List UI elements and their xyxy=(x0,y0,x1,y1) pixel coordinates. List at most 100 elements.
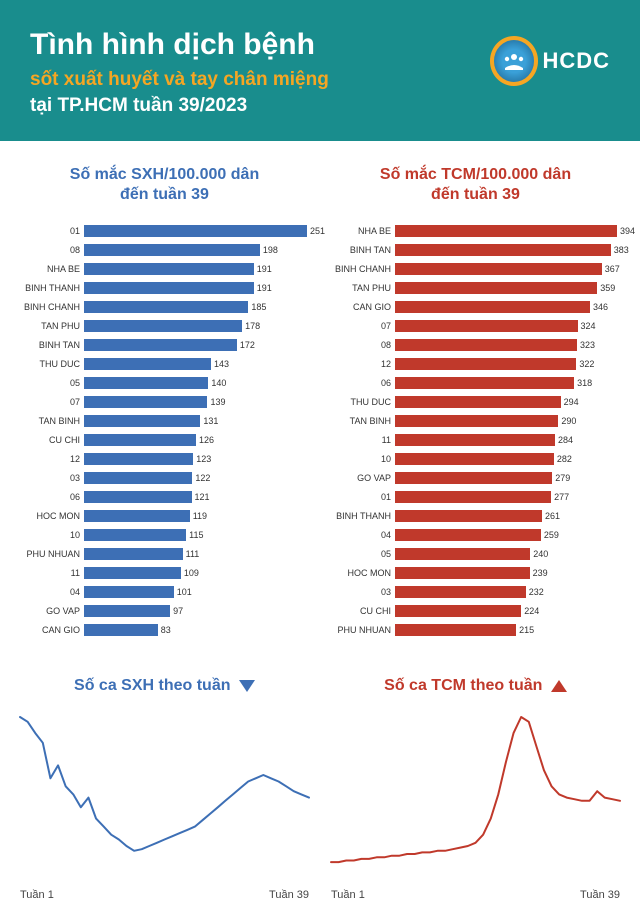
bar-fill: 251 xyxy=(84,225,307,237)
bar-track: 240 xyxy=(395,548,626,560)
logo: HCDC xyxy=(490,28,610,94)
bar-fill: 323 xyxy=(395,339,577,351)
bar-track: 290 xyxy=(395,415,626,427)
bar-value: 101 xyxy=(174,587,192,597)
x-end-left: Tuần 39 xyxy=(269,889,309,901)
bar-row: PHU NHUAN215 xyxy=(325,622,626,639)
bar-fill: 346 xyxy=(395,301,590,313)
bar-value: 191 xyxy=(254,264,272,274)
bar-fill: 318 xyxy=(395,377,574,389)
bar-fill: 282 xyxy=(395,453,554,465)
bar-label: BINH THANH xyxy=(325,511,395,521)
bar-row: CAN GIO83 xyxy=(14,622,315,639)
bar-track: 251 xyxy=(84,225,315,237)
bar-label: 06 xyxy=(14,492,84,502)
bar-label: BINH TAN xyxy=(14,340,84,350)
bar-label: CU CHI xyxy=(14,435,84,445)
bar-value: 126 xyxy=(196,435,214,445)
bar-col-left: Số mắc SXH/100.000 dânđến tuần 39 012510… xyxy=(14,165,315,641)
bar-label: 05 xyxy=(325,549,395,559)
bar-fill: 284 xyxy=(395,434,555,446)
trend-down-icon xyxy=(239,680,255,692)
bar-fill: 172 xyxy=(84,339,237,351)
bar-row: BINH TAN383 xyxy=(325,242,626,259)
bar-label: BINH CHANH xyxy=(325,264,395,274)
bar-row: HOC MON239 xyxy=(325,565,626,582)
bar-fill: 279 xyxy=(395,472,552,484)
bar-row: THU DUC 294 xyxy=(325,394,626,411)
bar-track: 198 xyxy=(84,244,315,256)
bar-value: 294 xyxy=(561,397,579,407)
bar-fill: 185 xyxy=(84,301,248,313)
bar-track: 123 xyxy=(84,453,315,465)
bar-row: TAN BINH290 xyxy=(325,413,626,430)
bar-label: 03 xyxy=(325,587,395,597)
bar-label: PHU NHUAN xyxy=(325,625,395,635)
bar-value: 322 xyxy=(576,359,594,369)
bar-label: PHU NHUAN xyxy=(14,549,84,559)
bar-fill: 139 xyxy=(84,396,207,408)
bar-fill: 123 xyxy=(84,453,193,465)
bar-row: NHA BE191 xyxy=(14,261,315,278)
bar-track: 224 xyxy=(395,605,626,617)
bar-track: 178 xyxy=(84,320,315,332)
bar-value: 97 xyxy=(170,606,183,616)
bar-label: 05 xyxy=(14,378,84,388)
bar-value: 131 xyxy=(200,416,218,426)
bar-track: 323 xyxy=(395,339,626,351)
bar-value: 121 xyxy=(192,492,210,502)
bar-col-right: Số mắc TCM/100.000 dânđến tuần 39 NHA BE… xyxy=(325,165,626,641)
bar-value: 282 xyxy=(554,454,572,464)
line-chart-right xyxy=(325,711,626,881)
bar-row: 10115 xyxy=(14,527,315,544)
bar-row: 06 121 xyxy=(14,489,315,506)
bar-value: 240 xyxy=(530,549,548,559)
bar-value: 122 xyxy=(192,473,210,483)
bar-track: 318 xyxy=(395,377,626,389)
bar-label: BINH TAN xyxy=(325,245,395,255)
bar-track: 259 xyxy=(395,529,626,541)
bar-row: 12322 xyxy=(325,356,626,373)
bar-fill: 191 xyxy=(84,282,254,294)
bar-row: 12123 xyxy=(14,451,315,468)
bar-fill: 198 xyxy=(84,244,260,256)
bar-row: BINH CHANH185 xyxy=(14,299,315,316)
logo-people-icon xyxy=(501,48,527,74)
logo-text: HCDC xyxy=(542,48,610,74)
bar-row: 04101 xyxy=(14,584,315,601)
bar-value: 191 xyxy=(254,283,272,293)
x-labels-left: Tuần 1 Tuần 39 xyxy=(14,889,315,901)
bar-columns: Số mắc SXH/100.000 dânđến tuần 39 012510… xyxy=(14,165,626,641)
bar-fill: 224 xyxy=(395,605,521,617)
subtitle-line2: tại TP.HCM tuần 39/2023 xyxy=(30,95,490,117)
bar-track: 284 xyxy=(395,434,626,446)
bar-track: 191 xyxy=(84,263,315,275)
bar-label: 07 xyxy=(325,321,395,331)
bar-track: 131 xyxy=(84,415,315,427)
bar-fill: 324 xyxy=(395,320,578,332)
header-text: Tình hình dịch bệnh sốt xuất huyết và ta… xyxy=(30,28,490,117)
bar-value: 324 xyxy=(578,321,596,331)
bar-fill: 322 xyxy=(395,358,576,370)
bar-track: 322 xyxy=(395,358,626,370)
bar-label: GO VAP xyxy=(14,606,84,616)
bar-label: THU DUC xyxy=(325,397,395,407)
bar-fill: 119 xyxy=(84,510,190,522)
bar-track: 239 xyxy=(395,567,626,579)
line-path xyxy=(331,717,620,862)
bar-label: CAN GIO xyxy=(14,625,84,635)
bar-row: BINH THANH191 xyxy=(14,280,315,297)
bar-label: 08 xyxy=(14,245,84,255)
bar-fill: 240 xyxy=(395,548,530,560)
bar-fill: 261 xyxy=(395,510,542,522)
bar-row: 07139 xyxy=(14,394,315,411)
bar-label: 07 xyxy=(14,397,84,407)
content: Số mắc SXH/100.000 dânđến tuần 39 012510… xyxy=(0,141,640,911)
bar-fill: 97 xyxy=(84,605,170,617)
bar-value: 111 xyxy=(183,549,200,559)
bar-row: 01251 xyxy=(14,223,315,240)
bar-value: 123 xyxy=(193,454,211,464)
bar-fill: 140 xyxy=(84,377,208,389)
bar-label: 01 xyxy=(325,492,395,502)
bar-track: 122 xyxy=(84,472,315,484)
